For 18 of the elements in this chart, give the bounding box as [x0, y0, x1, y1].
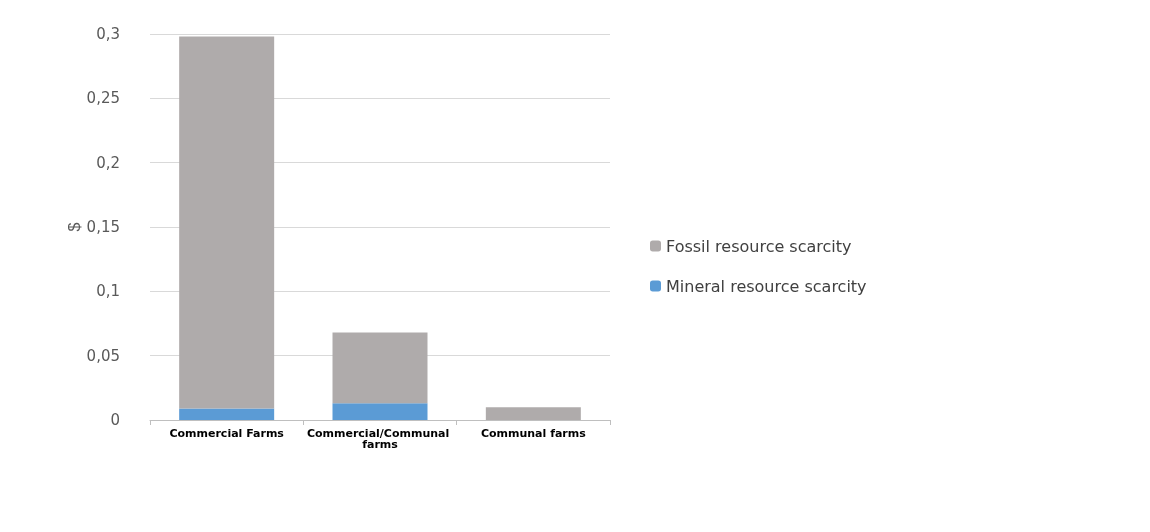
y-tick-label: 0,1 — [96, 282, 120, 301]
bar — [332, 403, 428, 420]
bar — [179, 408, 275, 420]
bar — [179, 36, 275, 409]
y-tick-label: 0,25 — [86, 89, 120, 108]
y-tick-label: 0,3 — [96, 25, 120, 43]
y-axis-title: $ — [66, 222, 84, 232]
y-tick-label: 0,15 — [86, 218, 120, 236]
legend-label: Mineral resource scarcity — [666, 276, 867, 296]
y-tick-label: 0,05 — [86, 346, 120, 365]
bar — [485, 407, 581, 420]
y-tick-label: 0 — [110, 411, 120, 429]
x-tick-label: Communal farms — [480, 427, 587, 440]
bar — [332, 332, 428, 404]
y-tick-label: 0,2 — [96, 153, 120, 172]
x-tick-label: Commercial Farms — [169, 427, 285, 440]
x-tick-label: Commercial/Communal farms — [306, 427, 454, 451]
legend-label: Fossil resource scarcity — [666, 236, 852, 256]
